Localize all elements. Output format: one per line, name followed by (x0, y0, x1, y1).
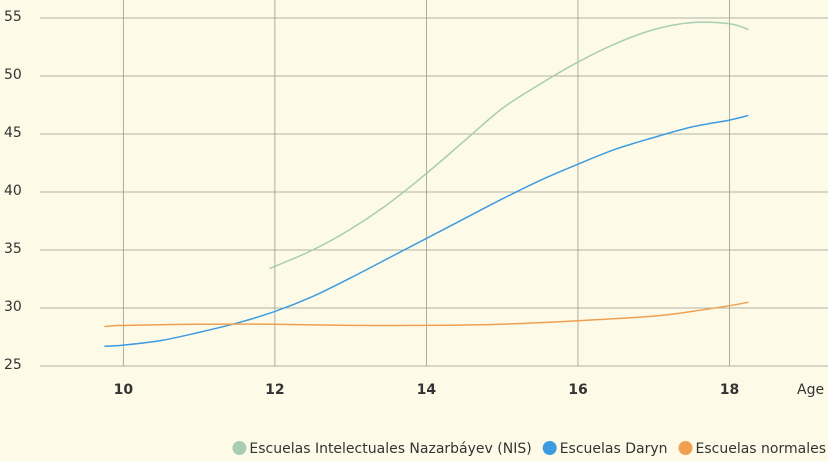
x-tick-label: 18 (720, 382, 739, 398)
y-tick-label: 45 (4, 125, 22, 141)
series-line (104, 114, 749, 348)
legend-label: Escuelas normales (696, 441, 827, 457)
y-tick-label: 35 (4, 241, 22, 257)
x-tick-label: 12 (265, 382, 284, 398)
y-tick-label: 30 (4, 299, 22, 315)
legend-marker (678, 441, 693, 455)
legend-label: Escuelas Daryn (560, 441, 668, 457)
x-tick-label: 16 (568, 382, 587, 398)
x-tick-label: 14 (417, 382, 437, 398)
y-tick-label: 40 (4, 183, 22, 199)
series-line (104, 301, 749, 328)
y-tick-label: 25 (4, 357, 22, 373)
legend-marker (542, 441, 557, 455)
legend-marker (232, 441, 247, 455)
x-axis-label: Age (797, 382, 824, 398)
y-tick-label: 55 (4, 9, 22, 25)
legend-label: Escuelas Intelectuales Nazarbáyev (NIS) (249, 441, 531, 457)
x-tick-label: 10 (114, 382, 134, 398)
series-line (269, 21, 749, 270)
y-tick-label: 50 (4, 67, 22, 83)
